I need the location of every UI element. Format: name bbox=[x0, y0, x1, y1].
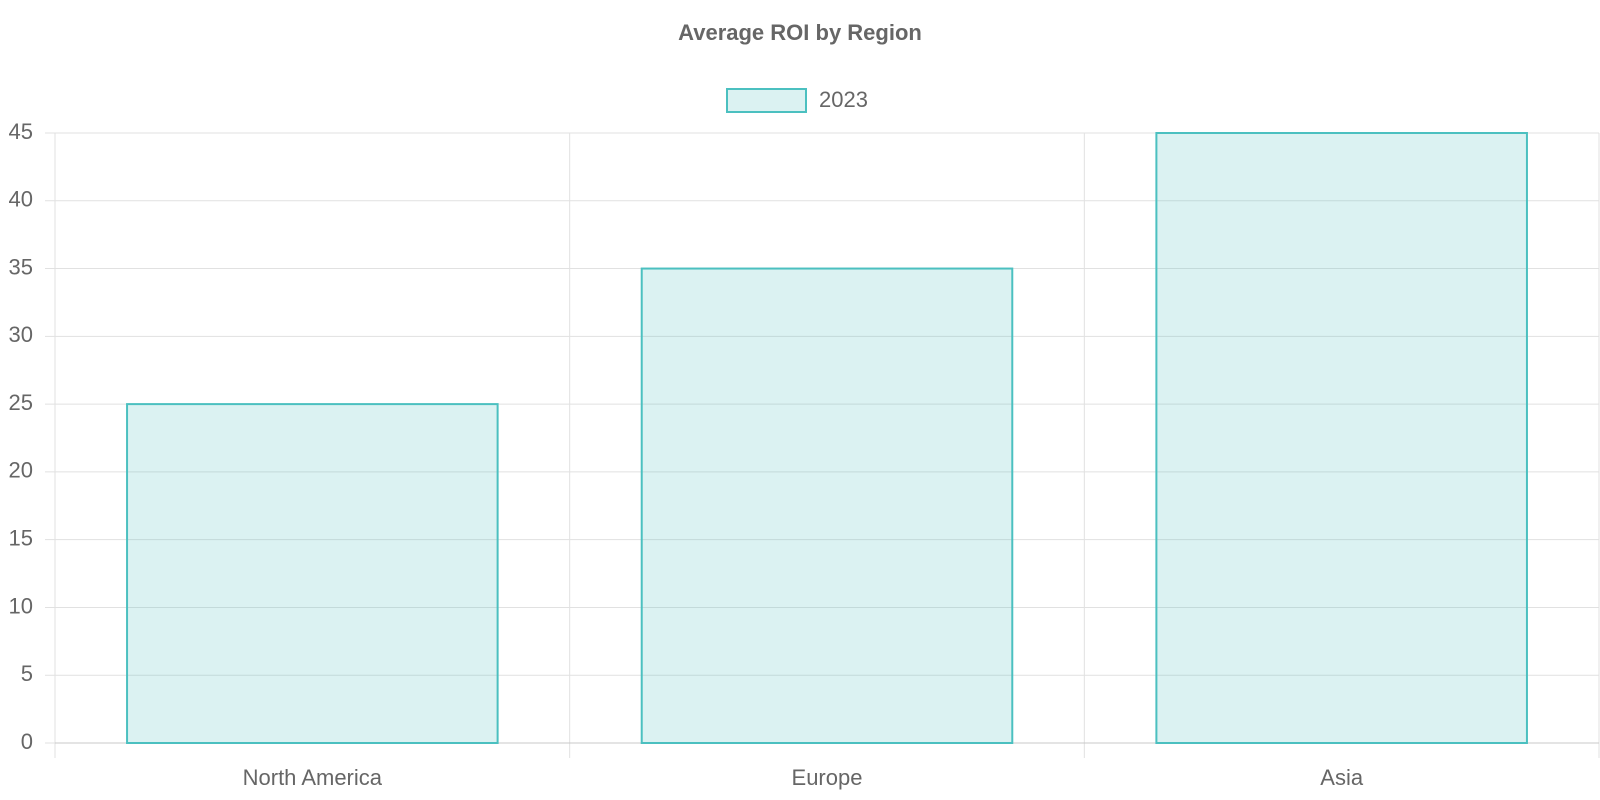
bar bbox=[640, 267, 1014, 744]
y-tick-label: 0 bbox=[21, 729, 33, 754]
chart-title: Average ROI by Region bbox=[678, 20, 922, 45]
bar bbox=[1155, 132, 1528, 744]
bar bbox=[126, 403, 499, 744]
y-tick-label: 20 bbox=[9, 458, 33, 483]
x-tick-label: Asia bbox=[1320, 765, 1364, 790]
y-tick-label: 30 bbox=[9, 322, 33, 347]
x-tick-label: Europe bbox=[792, 765, 863, 790]
y-tick-label: 15 bbox=[9, 525, 33, 550]
x-tick-label: North America bbox=[243, 765, 383, 790]
y-tick-label: 5 bbox=[21, 661, 33, 686]
y-tick-label: 10 bbox=[9, 593, 33, 618]
legend-label: 2023 bbox=[819, 87, 868, 112]
legend-swatch bbox=[726, 88, 807, 113]
y-tick-label: 45 bbox=[9, 119, 33, 144]
y-tick-label: 35 bbox=[9, 254, 33, 279]
y-tick-label: 25 bbox=[9, 390, 33, 415]
y-tick-label: 40 bbox=[9, 187, 33, 212]
